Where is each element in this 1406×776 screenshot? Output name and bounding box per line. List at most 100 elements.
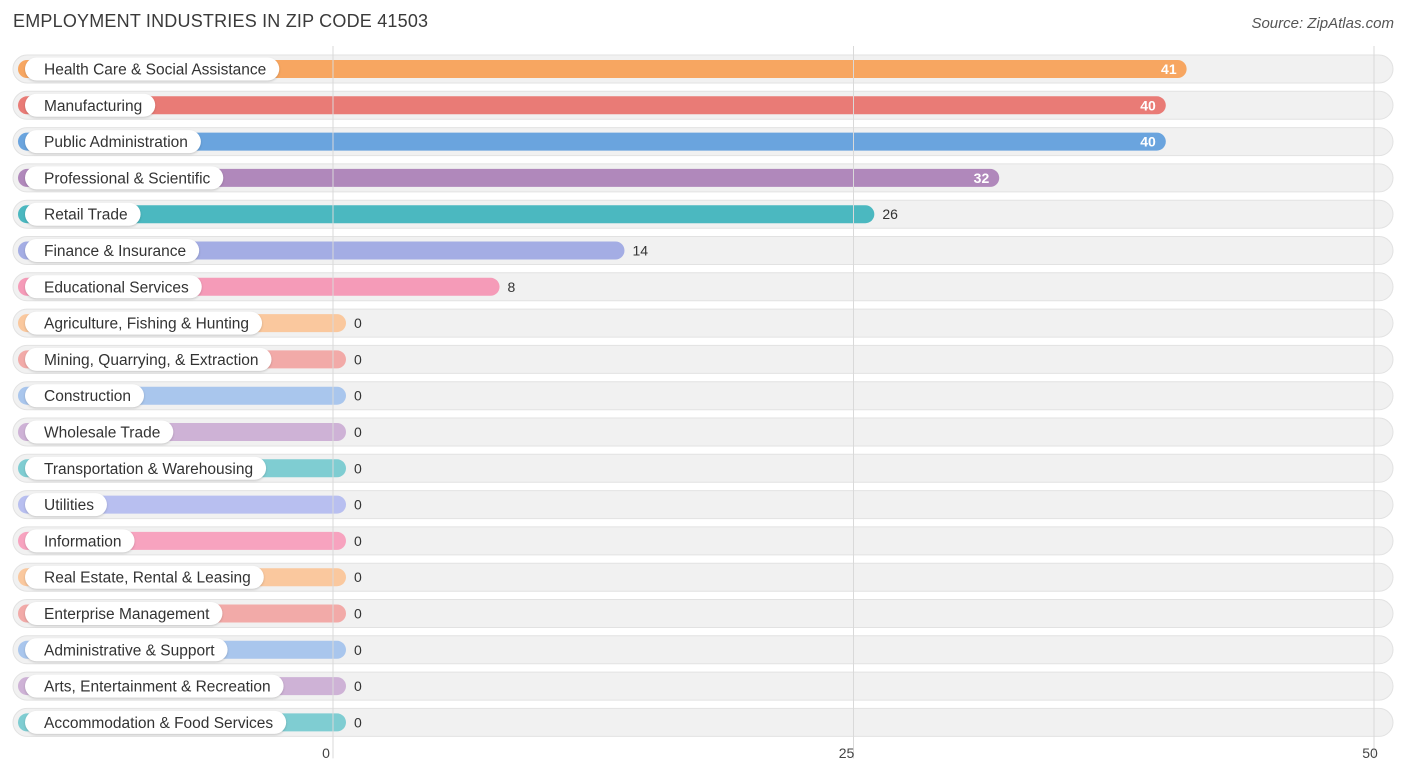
bar-track — [12, 635, 1394, 665]
bar-track — [12, 453, 1394, 483]
bar-row: Enterprise Management 0 — [12, 599, 1394, 628]
value-label: 26 — [882, 206, 898, 222]
bar-row: Utilities 0 — [12, 490, 1394, 520]
grid-lines: 0 25 50 — [322, 46, 1378, 761]
category-label-pill — [25, 420, 174, 444]
category-label: Accommodation & Food Services — [44, 715, 273, 732]
bar-row: Professional & Scientific 32 — [12, 163, 1394, 193]
value-label: 14 — [632, 243, 648, 259]
bar-track — [12, 526, 1394, 556]
bar-track — [12, 381, 1394, 411]
bar-row: Health Care & Social Assistance 41 — [12, 54, 1394, 84]
bar-row: Administrative & Support 0 — [12, 635, 1394, 665]
bar-row: Transportation & Warehousing 0 — [12, 453, 1394, 483]
category-label: Transportation & Warehousing — [44, 461, 253, 478]
category-label: Utilities — [44, 497, 94, 514]
category-label-pill — [25, 311, 263, 335]
value-label: 40 — [1140, 134, 1156, 150]
x-tick-label: 50 — [1362, 745, 1378, 761]
category-label: Mining, Quarrying, & Extraction — [44, 352, 259, 369]
bar-row: Educational Services 8 — [12, 272, 1394, 302]
category-label: Professional & Scientific — [44, 170, 211, 187]
bar-row: Accommodation & Food Services 0 — [12, 707, 1394, 737]
category-label: Administrative & Support — [44, 642, 215, 659]
bar — [18, 132, 1166, 151]
category-label-pill — [25, 565, 264, 589]
bar-track — [12, 562, 1394, 592]
bar-row: Public Administration 40 — [12, 127, 1394, 157]
x-tick-label: 0 — [322, 745, 330, 761]
bar-row: Construction 0 — [12, 381, 1394, 411]
value-label: 0 — [354, 714, 362, 730]
value-label: 0 — [354, 606, 362, 622]
value-label: 41 — [1161, 61, 1177, 77]
category-label-pill — [25, 529, 135, 553]
bar-track — [12, 599, 1394, 628]
bar — [18, 60, 1187, 78]
value-label: 0 — [354, 315, 362, 331]
category-label-pill — [25, 456, 267, 480]
category-label-pill — [25, 710, 287, 734]
chart-title: EMPLOYMENT INDUSTRIES IN ZIP CODE 41503 — [13, 11, 429, 31]
bar-row: Retail Trade 26 — [12, 199, 1394, 229]
value-label: 0 — [354, 424, 362, 440]
category-label-pill — [25, 384, 145, 408]
category-label-pill — [25, 674, 284, 698]
bar — [18, 96, 1166, 115]
bar-track — [12, 344, 1394, 374]
value-label: 0 — [354, 678, 362, 694]
x-tick-label: 25 — [839, 745, 855, 761]
category-label-pill — [25, 347, 272, 371]
category-label-pill — [25, 93, 156, 117]
category-label-pill — [25, 239, 200, 262]
category-label: Health Care & Social Assistance — [44, 62, 266, 79]
value-label: 0 — [354, 497, 362, 513]
category-label: Wholesale Trade — [44, 425, 160, 442]
bar-track — [12, 417, 1394, 447]
category-label-pill — [25, 275, 202, 299]
bar-row: Wholesale Trade 0 — [12, 417, 1394, 447]
category-label: Construction — [44, 388, 131, 405]
category-label-pill — [25, 638, 228, 662]
bar-track — [12, 671, 1394, 701]
bar-track — [12, 308, 1394, 338]
value-label: 0 — [354, 642, 362, 658]
category-label-pill — [25, 202, 141, 226]
category-label: Agriculture, Fishing & Hunting — [44, 316, 249, 333]
value-label: 8 — [508, 279, 516, 295]
category-label: Real Estate, Rental & Leasing — [44, 570, 251, 587]
category-label: Enterprise Management — [44, 606, 210, 623]
bar — [18, 168, 1000, 187]
category-label: Manufacturing — [44, 98, 142, 115]
value-label: 0 — [354, 351, 362, 367]
category-label-pill — [25, 602, 223, 625]
category-label: Educational Services — [44, 279, 189, 296]
bar-row: Finance & Insurance 14 — [12, 236, 1394, 265]
category-label-pill — [25, 493, 107, 517]
category-label: Public Administration — [44, 134, 188, 151]
bar-row: Arts, Entertainment & Recreation 0 — [12, 671, 1394, 701]
category-label: Retail Trade — [44, 207, 128, 224]
value-label: 0 — [354, 460, 362, 476]
value-label: 0 — [354, 533, 362, 549]
bar — [18, 205, 875, 224]
bar-row: Manufacturing 40 — [12, 90, 1394, 120]
bar-row: Mining, Quarrying, & Extraction 0 — [12, 344, 1394, 374]
category-label: Arts, Entertainment & Recreation — [44, 679, 271, 696]
value-label: 40 — [1140, 97, 1156, 113]
value-label: 32 — [974, 170, 990, 186]
value-label: 0 — [354, 569, 362, 585]
category-label-pill — [25, 130, 201, 154]
category-label-pill — [25, 57, 280, 81]
bar-track — [12, 490, 1394, 520]
source-label: Source: ZipAtlas.com — [1251, 15, 1394, 32]
bar-row: Information 0 — [12, 526, 1394, 556]
category-label: Finance & Insurance — [44, 243, 186, 260]
value-label: 0 — [354, 388, 362, 404]
bar-track — [12, 707, 1394, 737]
bar-row: Real Estate, Rental & Leasing 0 — [12, 562, 1394, 592]
bar-rows: Health Care & Social Assistance 41 Manufac… — [12, 54, 1394, 737]
category-label-pill — [25, 166, 224, 190]
bar-row: Agriculture, Fishing & Hunting 0 — [12, 308, 1394, 338]
